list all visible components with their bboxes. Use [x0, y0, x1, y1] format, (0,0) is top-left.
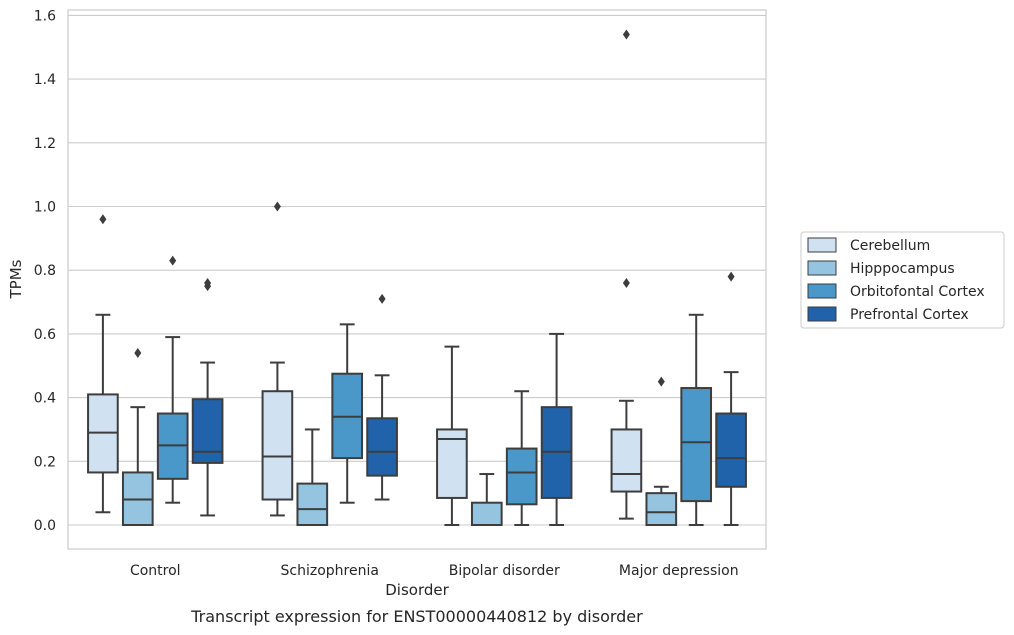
y-tick-label: 1.0	[34, 200, 56, 216]
legend: Cerebellum Hipppocampus Orbitofontal Corte…	[800, 231, 1005, 329]
legend-swatch	[807, 237, 837, 253]
y-tick-label: 1.6	[34, 8, 56, 24]
box-iqr	[261, 390, 294, 501]
outlier-point	[727, 271, 735, 282]
box-iqr	[191, 398, 224, 464]
legend-swatch	[807, 260, 837, 276]
outlier-point	[273, 201, 281, 212]
plot-area	[87, 29, 747, 527]
y-tick-label: 0.4	[34, 391, 56, 407]
x-tick-label: Bipolar disorder	[449, 563, 560, 579]
x-tick-label: Schizophrenia	[281, 563, 379, 579]
y-tick-label: 1.2	[34, 136, 56, 152]
box-2-2	[505, 390, 538, 526]
box-1-2	[331, 323, 364, 504]
outlier-point	[134, 348, 142, 359]
outlier-point	[657, 376, 665, 387]
x-tick-label: Control	[130, 563, 181, 579]
box-iqr	[680, 387, 713, 503]
y-tick-label: 0.2	[34, 454, 56, 470]
outlier-point	[622, 29, 630, 40]
y-tick-label: 0.6	[34, 327, 56, 343]
box-iqr	[470, 501, 503, 526]
box-iqr	[645, 492, 678, 526]
legend-swatch	[807, 306, 837, 322]
box-3-1	[645, 376, 678, 526]
box-iqr	[296, 482, 329, 526]
outlier-point	[99, 214, 107, 225]
y-tick-label: 0.0	[34, 518, 56, 534]
legend-label: Orbitofontal Cortex	[850, 284, 985, 300]
plot-frame	[67, 9, 767, 550]
box-1-0	[261, 201, 294, 517]
outlier-point	[622, 277, 630, 288]
legend-swatch	[807, 283, 837, 299]
legend-label: Hipppocampus	[850, 261, 955, 277]
box-0-2	[156, 255, 189, 504]
y-axis-label: TPMs	[7, 259, 25, 299]
box-0-1	[121, 348, 154, 527]
box-2-3	[540, 332, 573, 526]
box-2-0	[436, 345, 468, 526]
y-axis-ticks: 0.0 0.2 0.4 0.6 0.8 1.0 1.2 1.4 1.6	[34, 8, 56, 534]
box-3-3	[715, 271, 747, 526]
y-tick-label: 0.8	[34, 263, 56, 279]
box-iqr	[366, 417, 398, 477]
outlier-point	[378, 293, 386, 304]
box-0-0	[87, 214, 119, 514]
box-iqr	[505, 447, 538, 506]
legend-frame	[800, 231, 1005, 329]
y-tick-label: 1.4	[34, 72, 56, 88]
legend-label: Prefrontal Cortex	[850, 307, 969, 323]
box-3-0	[610, 29, 643, 520]
outlier-point	[204, 277, 212, 288]
box-iqr	[610, 428, 643, 493]
box-0-3	[191, 277, 224, 517]
box-2-1	[470, 473, 503, 526]
legend-label: Cerebellum	[850, 238, 930, 254]
x-axis-ticks: Control Schizophrenia Bipolar disorder Majo…	[130, 563, 739, 579]
box-iqr	[715, 412, 747, 488]
x-tick-label: Major depression	[619, 563, 739, 579]
box-1-1	[296, 428, 329, 526]
box-1-3	[366, 293, 398, 501]
gridlines	[68, 14, 766, 526]
box-iqr	[436, 428, 468, 499]
outlier-point	[169, 255, 177, 266]
chart-caption: Transcript expression for ENST0000044081…	[190, 607, 643, 626]
x-axis-label: Disorder	[385, 581, 449, 599]
box-3-2	[680, 313, 713, 526]
